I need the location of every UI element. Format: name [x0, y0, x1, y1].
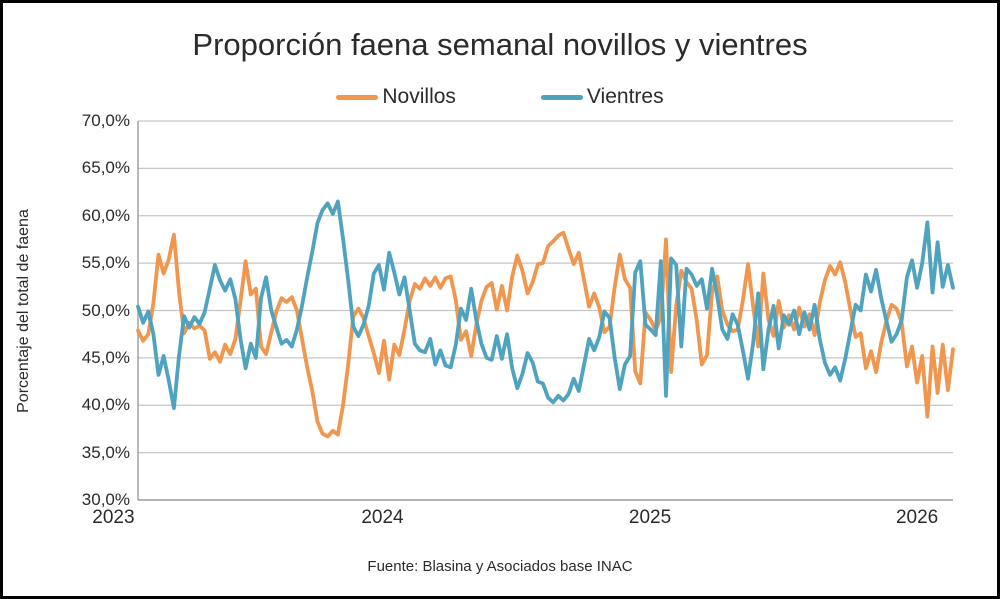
plot-area [136, 120, 955, 501]
x-tick-label-2025: 2025 [628, 507, 672, 528]
y-tick-label-60: 60,0% [81, 205, 130, 225]
legend-item-novillos: Novillos [336, 85, 456, 109]
y-tick-label-65: 65,0% [81, 158, 130, 178]
y-tick-label-50: 50,0% [81, 300, 130, 320]
legend: Novillos Vientres [3, 85, 997, 109]
x-tick-label-2026: 2026 [895, 507, 939, 528]
y-tick-label-70: 70,0% [81, 111, 130, 130]
source-note: Fuente: Blasina y Asociados base INAC [367, 558, 633, 575]
novillos-line-swatch [336, 94, 379, 100]
y-tick-label-40: 40,0% [81, 395, 130, 415]
chart-title: Proporción faena semanal novillos y vien… [192, 27, 808, 62]
x-tick-label-2023: 2023 [92, 507, 135, 528]
y-axis-title: Porcentaje del total de faena [15, 209, 32, 413]
y-tick-label-30: 30,0% [81, 490, 130, 509]
novillos-legend-label: Novillos [382, 85, 456, 108]
y-tick-label-45: 45,0% [81, 347, 130, 367]
x-tick-label-2024: 2024 [361, 507, 404, 528]
y-tick-label-55: 55,0% [81, 253, 130, 273]
vientres-line [136, 199, 955, 411]
legend-item-vientres: Vientres [540, 85, 664, 109]
y-tick-label-35: 35,0% [81, 442, 130, 462]
vientres-line-swatch [540, 94, 583, 100]
vientres-legend-label: Vientres [586, 85, 664, 108]
